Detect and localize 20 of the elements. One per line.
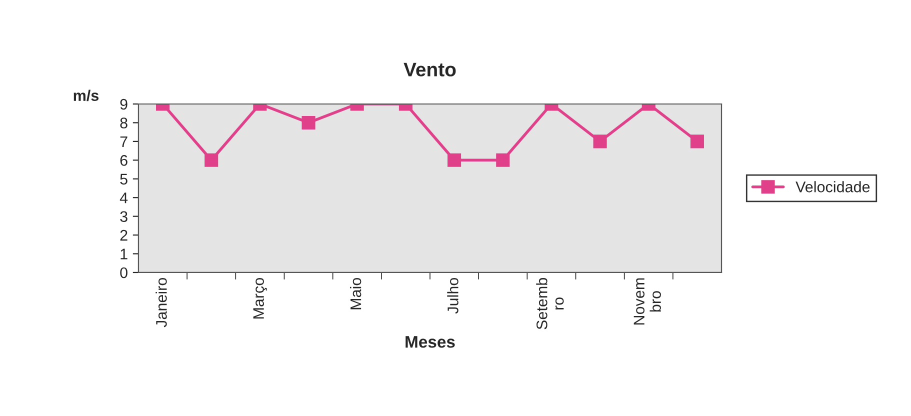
x-tick-label: Novem bro xyxy=(634,278,661,324)
y-tick-label: 2 xyxy=(120,230,128,241)
x-axis-title: Meses xyxy=(406,336,455,348)
y-tick-label: 1 xyxy=(120,248,128,260)
y-tick-label: 6 xyxy=(120,155,128,166)
chart-title: Vento xyxy=(404,62,456,76)
x-tick-label: Maio xyxy=(350,278,362,310)
x-tick-label: Janeiro xyxy=(156,278,167,328)
legend-label: Velocidade xyxy=(796,181,870,192)
y-tick-label: 7 xyxy=(120,136,128,147)
x-tick-label: Julho xyxy=(447,278,458,314)
y-tick-label: 0 xyxy=(120,267,128,278)
y-axis-title: m/s xyxy=(74,90,99,102)
x-tick-label: Setemb ro xyxy=(536,278,564,330)
y-tick-label: 9 xyxy=(120,98,128,110)
x-tick-label: Março xyxy=(253,278,268,319)
y-tick-label: 4 xyxy=(120,192,128,204)
y-tick-label: 8 xyxy=(120,118,128,128)
y-tick-label: 5 xyxy=(120,174,128,185)
y-tick-label: 3 xyxy=(120,211,128,222)
